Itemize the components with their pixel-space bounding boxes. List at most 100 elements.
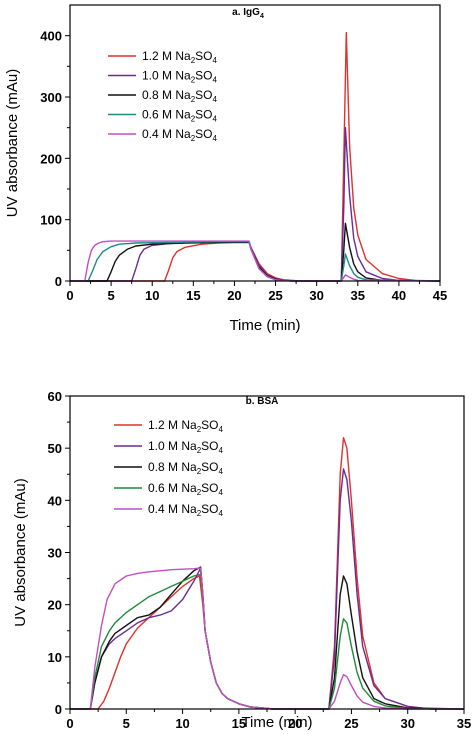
x-tick-label: 30 xyxy=(309,288,323,303)
panel-title: b. BSA xyxy=(246,396,279,407)
x-tick-label: 5 xyxy=(123,716,130,731)
y-tick-label: 60 xyxy=(48,389,62,404)
y-tick-label: 400 xyxy=(40,29,62,44)
y-tick-label: 100 xyxy=(40,213,62,228)
legend-text-part: SO xyxy=(201,481,218,495)
x-tick-label: 30 xyxy=(400,716,414,731)
legend-label-3: 0.6 M Na2SO4 xyxy=(142,108,217,124)
legend-subscript: 4 xyxy=(212,56,217,65)
legend-text-part: 1.2 M Na xyxy=(148,418,197,432)
x-tick-label: 10 xyxy=(145,288,159,303)
x-tick-label: 15 xyxy=(232,716,246,731)
x-tick-label: 0 xyxy=(66,288,73,303)
legend-text-part: 1.0 M Na xyxy=(148,439,197,453)
legend-text-part: SO xyxy=(201,502,218,516)
legend-text-part: 0.6 M Na xyxy=(142,108,191,122)
legend-label-3: 0.6 M Na2SO4 xyxy=(148,481,223,497)
y-tick-label: 300 xyxy=(40,90,62,105)
y-axis-label: UV absorbance (mAu) xyxy=(12,478,29,626)
y-tick-label: 30 xyxy=(48,546,62,561)
panel-title-text: b. BSA xyxy=(246,396,279,407)
legend-subscript: 4 xyxy=(218,425,223,434)
x-axis-label: Time (min) xyxy=(241,714,312,731)
legend-text-part: SO xyxy=(195,127,212,141)
legend-label-2: 0.8 M Na2SO4 xyxy=(148,460,223,476)
y-tick-label: 20 xyxy=(48,598,62,613)
legend-subscript: 4 xyxy=(218,509,223,518)
series-line-1 xyxy=(70,468,464,710)
legend-subscript: 4 xyxy=(212,95,217,104)
panel-title-text: a. IgG xyxy=(232,7,260,18)
legend-subscript: 2 xyxy=(191,115,196,124)
x-tick-label: 35 xyxy=(457,716,471,731)
plot-frame xyxy=(69,4,441,282)
x-tick-label: 0 xyxy=(66,716,73,731)
series-line-2 xyxy=(70,222,441,282)
legend-text-part: 0.4 M Na xyxy=(148,502,197,516)
y-tick-label: 200 xyxy=(40,151,62,166)
legend-label-4: 0.4 M Na2SO4 xyxy=(148,502,223,518)
x-tick-label: 20 xyxy=(227,288,241,303)
y-axis-label: UV absorbance (mAu) xyxy=(4,69,21,217)
y-tick-label: 10 xyxy=(48,650,62,665)
series-line-4 xyxy=(70,567,464,710)
legend-subscript: 4 xyxy=(218,446,223,455)
legend-subscript: 2 xyxy=(197,509,202,518)
legend-subscript: 2 xyxy=(191,56,196,65)
series-line-3 xyxy=(70,240,441,282)
plot-frame xyxy=(69,395,465,710)
x-tick-label: 15 xyxy=(186,288,200,303)
x-tick-label: 40 xyxy=(392,288,406,303)
legend-subscript: 2 xyxy=(191,134,196,143)
series-line-0 xyxy=(70,437,464,710)
panel-title: a. IgG4 xyxy=(232,7,264,20)
legend-text-part: 0.8 M Na xyxy=(142,88,191,102)
panel-title-subscript: 4 xyxy=(260,13,264,20)
x-tick-label: 25 xyxy=(344,716,358,731)
legend-text-part: SO xyxy=(195,88,212,102)
x-tick-label: 5 xyxy=(107,288,114,303)
legend-label-0: 1.2 M Na2SO4 xyxy=(142,49,217,65)
x-tick-label: 10 xyxy=(175,716,189,731)
legend-subscript: 2 xyxy=(191,95,196,104)
legend-label-2: 0.8 M Na2SO4 xyxy=(142,88,217,104)
legend-label-4: 0.4 M Na2SO4 xyxy=(142,127,217,143)
legend-subscript: 2 xyxy=(197,488,202,497)
y-tick-label: 0 xyxy=(55,702,62,717)
legend-subscript: 4 xyxy=(218,488,223,497)
legend-label-1: 1.0 M Na2SO4 xyxy=(142,69,217,85)
legend-label-0: 1.2 M Na2SO4 xyxy=(148,418,223,434)
legend-text-part: SO xyxy=(195,49,212,63)
legend-text-part: 0.4 M Na xyxy=(142,127,191,141)
y-tick-label: 40 xyxy=(48,493,62,508)
legend-text-part: 0.6 M Na xyxy=(148,481,197,495)
y-tick-label: 0 xyxy=(55,274,62,289)
legend-text-part: SO xyxy=(201,418,218,432)
legend-subscript: 2 xyxy=(197,425,202,434)
legend-text-part: SO xyxy=(201,439,218,453)
chart-panel-b: 0 5 10 15 20 25 30 35 0 10 20 30 40 50 60 Time (min) UV … xyxy=(12,389,471,731)
series-line-4 xyxy=(70,240,441,282)
x-tick-label: 20 xyxy=(288,716,302,731)
legend-subscript: 2 xyxy=(197,446,202,455)
legend-subscript: 2 xyxy=(197,467,202,476)
legend-subscript: 4 xyxy=(212,76,217,85)
legend-text-part: 1.2 M Na xyxy=(142,49,191,63)
legend-label-1: 1.0 M Na2SO4 xyxy=(148,439,223,455)
x-tick-label: 45 xyxy=(433,288,447,303)
y-tick-label: 50 xyxy=(48,441,62,456)
legend-text-part: SO xyxy=(195,108,212,122)
x-tick-label: 35 xyxy=(351,288,365,303)
legend-text-part: SO xyxy=(195,69,212,83)
series-line-2 xyxy=(70,566,465,710)
legend-text-part: 0.8 M Na xyxy=(148,460,197,474)
legend-text-part: 1.0 M Na xyxy=(142,69,191,83)
legend-subscript: 2 xyxy=(191,76,196,85)
x-tick-label: 25 xyxy=(268,288,282,303)
series-line-3 xyxy=(70,573,465,710)
chart-panel-a: 0 5 10 15 20 25 30 35 40 45 0 100 200 300 400 Time (min… xyxy=(4,4,447,334)
legend-subscript: 4 xyxy=(212,115,217,124)
legend-subscript: 4 xyxy=(212,134,217,143)
x-axis-label: Time (min) xyxy=(229,317,300,334)
